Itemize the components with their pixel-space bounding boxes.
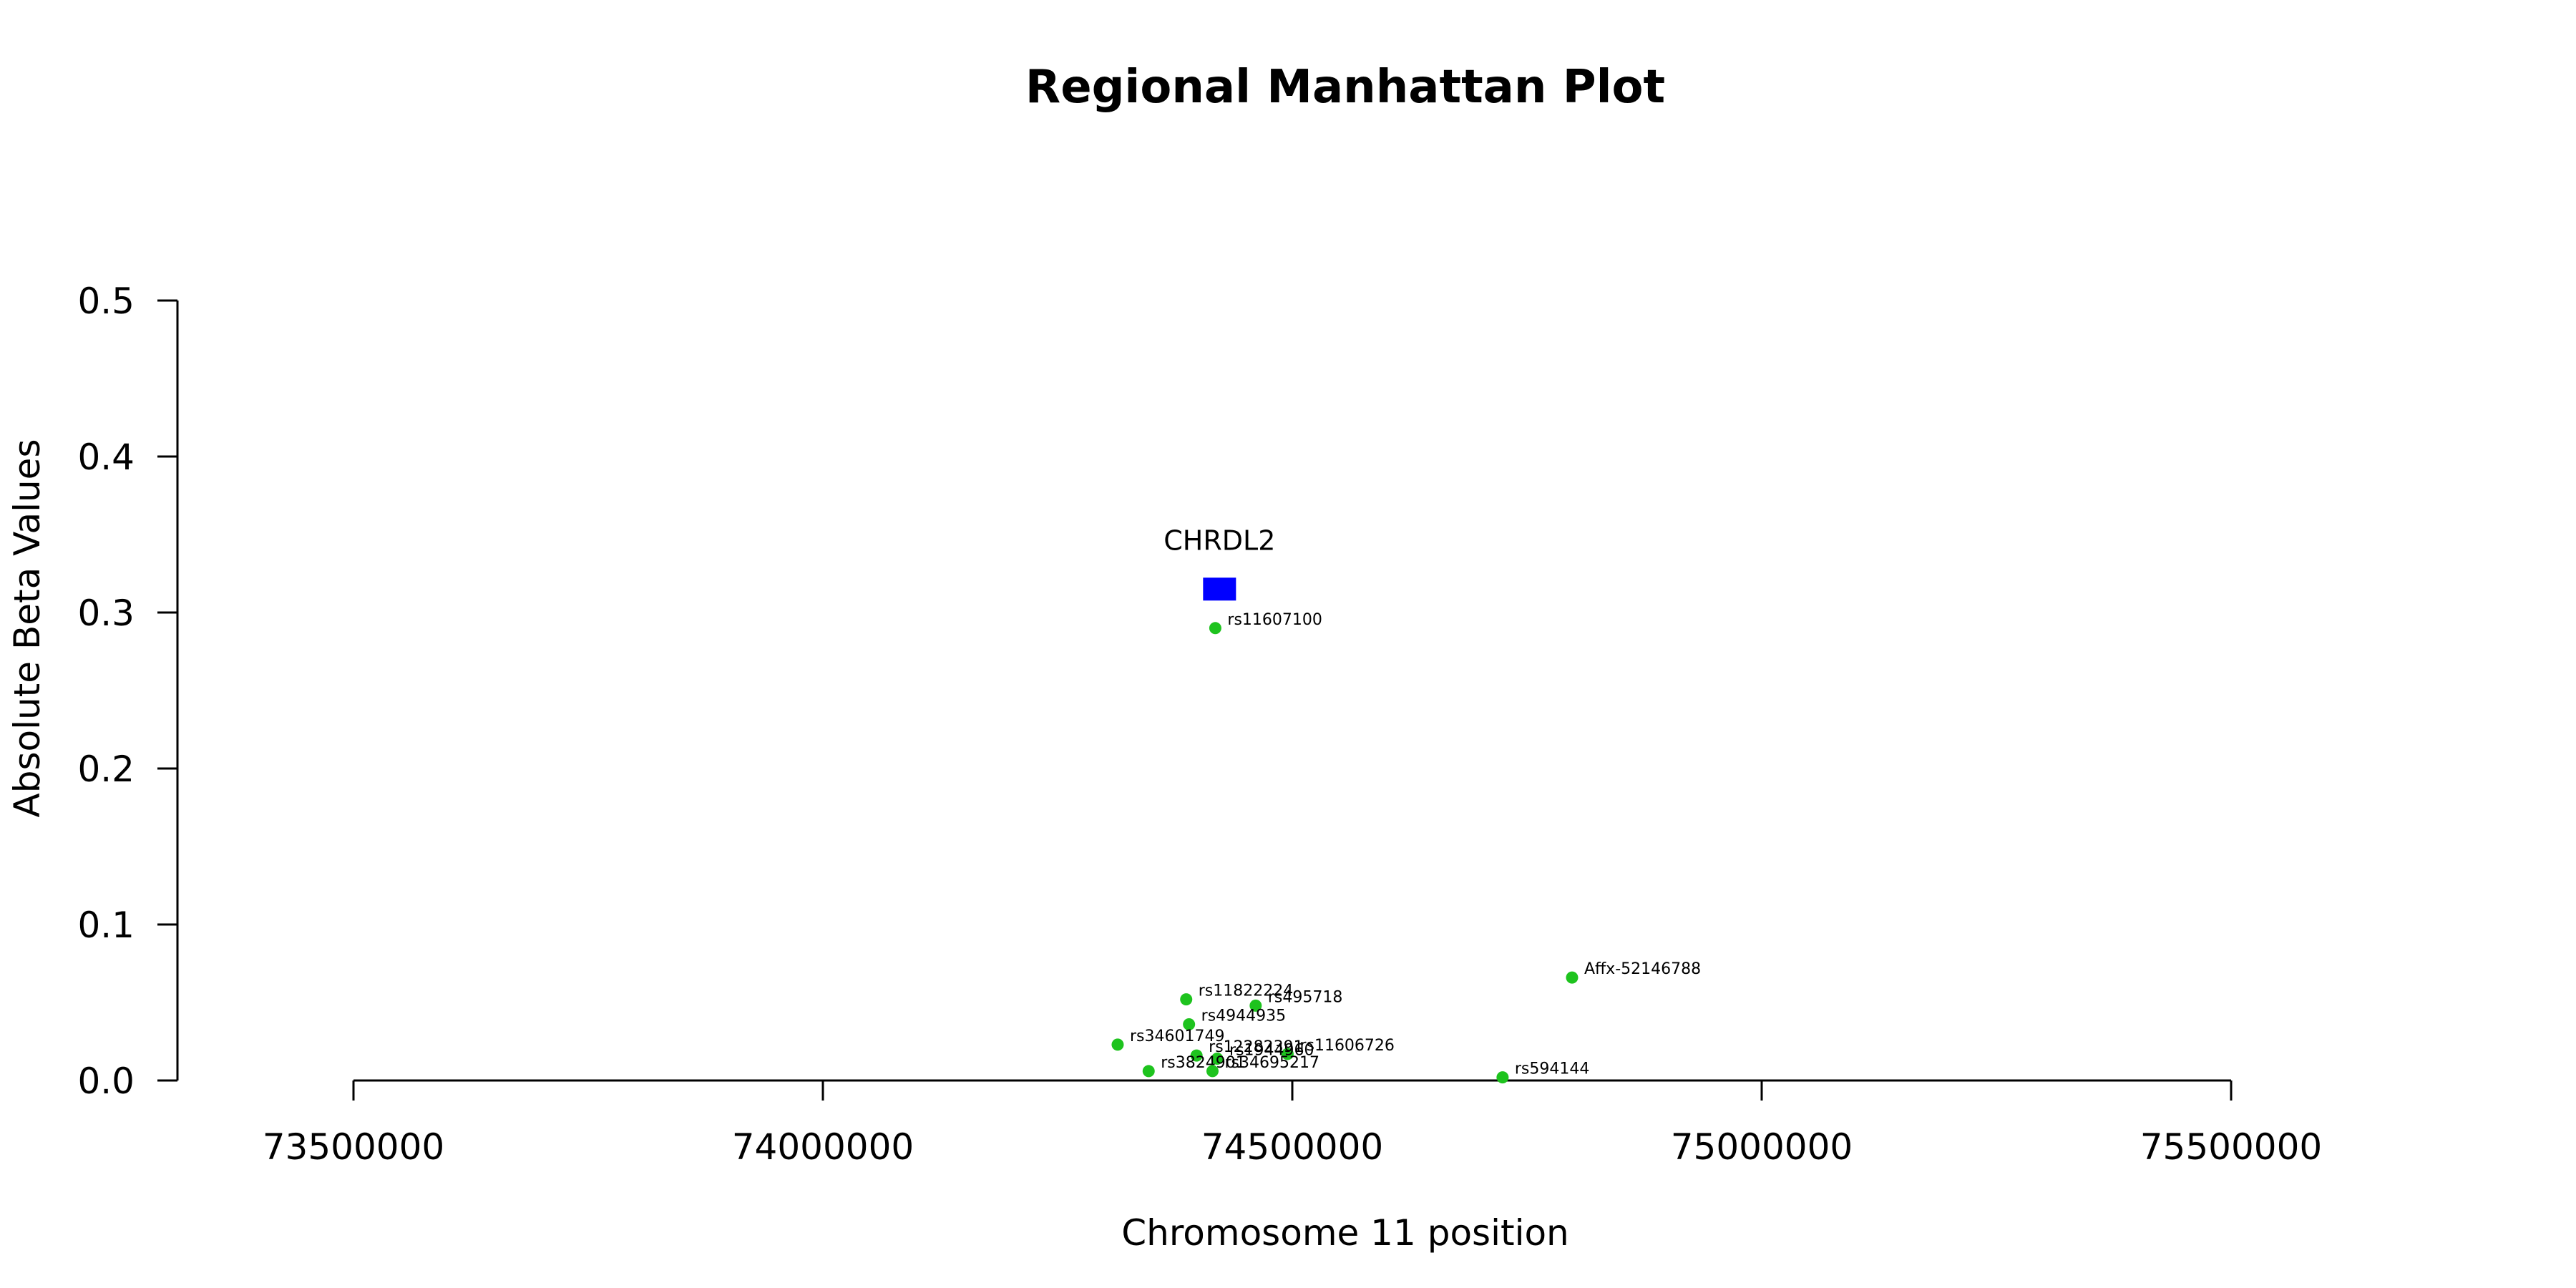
snp-points: rs11607100 Affx-52146788 rs11822224rs49571… <box>1111 611 1701 1084</box>
snp-label: Affx-52146788 <box>1584 960 1701 978</box>
chart-title: Regional Manhattan Plot <box>1025 61 1665 114</box>
snp-point <box>1206 1065 1219 1078</box>
snp-label: rs3824901 <box>1161 1054 1246 1072</box>
snp-point <box>1566 971 1579 984</box>
x-tick-label: 73500000 <box>263 1126 445 1168</box>
snp-label: rs12282391 <box>1209 1038 1303 1056</box>
y-tick-label: 0.4 <box>77 436 135 478</box>
x-tick-label: 74500000 <box>1201 1126 1384 1168</box>
snp-point <box>1211 1052 1224 1065</box>
gene-label: CHRDL2 <box>1163 525 1275 556</box>
y-tick-label: 0.0 <box>77 1060 135 1102</box>
y-tick-label: 0.3 <box>77 592 135 634</box>
snp-point <box>1183 1018 1196 1031</box>
snp-point <box>1142 1065 1155 1078</box>
x-tick-label: 74000000 <box>732 1126 914 1168</box>
y-ticks: 0.0 0.1 0.2 0.3 0.4 0.5 <box>77 280 177 1102</box>
x-ticks: 73500000 74000000 74500000 75000000 75500000 <box>263 1080 2323 1168</box>
snp-label: rs495718 <box>1268 988 1343 1006</box>
snp-label: rs1944960 <box>1229 1041 1314 1059</box>
snp-label: rs34601749 <box>1130 1028 1224 1045</box>
x-axis-label: Chromosome 11 position <box>1121 1212 1569 1254</box>
snp-label: rs4944935 <box>1201 1008 1287 1025</box>
snp-point <box>1209 622 1221 635</box>
snp-point <box>1190 1049 1203 1062</box>
snp-label: rs11606726 <box>1299 1037 1394 1055</box>
snp-point <box>1249 999 1262 1012</box>
snp-point <box>1180 993 1193 1006</box>
x-tick-label: 75000000 <box>1671 1126 1853 1168</box>
gene-track: CHRDL2 <box>1163 525 1275 601</box>
snp-label: rs11822224 <box>1199 982 1293 1000</box>
y-tick-label: 0.5 <box>77 280 135 322</box>
snp-point <box>1496 1071 1509 1084</box>
y-tick-label: 0.2 <box>77 748 135 790</box>
gene-box <box>1203 577 1236 601</box>
x-tick-label: 75500000 <box>2140 1126 2323 1168</box>
snp-label: rs34695217 <box>1224 1054 1319 1072</box>
snp-point <box>1281 1048 1294 1060</box>
snp-label: rs11607100 <box>1227 611 1322 629</box>
snp-label: rs594144 <box>1515 1060 1590 1078</box>
snp-point <box>1111 1038 1124 1051</box>
y-axis-label: Absolute Beta Values <box>6 439 48 818</box>
y-tick-label: 0.1 <box>77 904 135 946</box>
